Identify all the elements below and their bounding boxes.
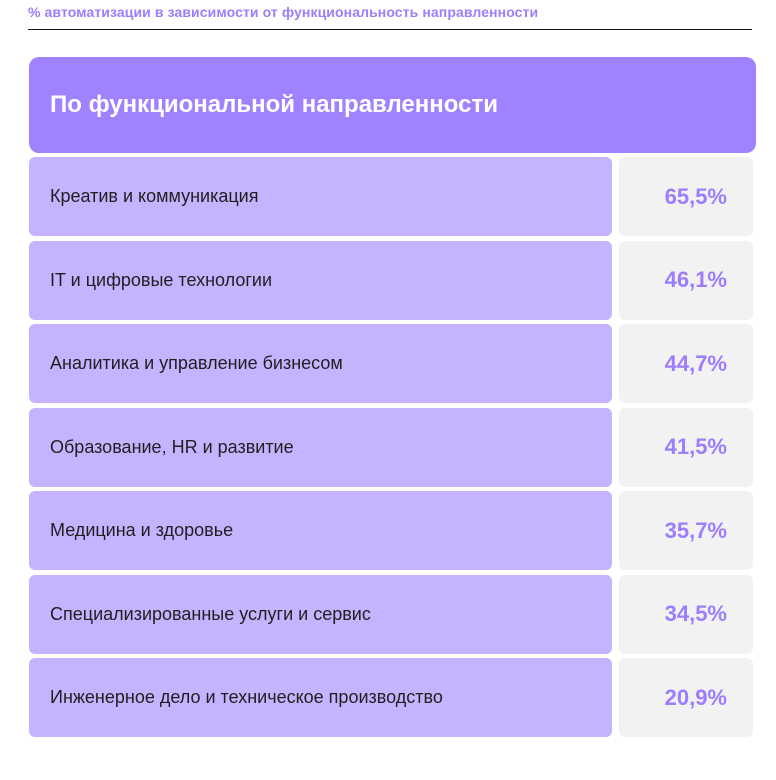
- table-header-title: По функциональной направленности: [50, 91, 498, 118]
- row-label-cell: Инженерное дело и техническое производст…: [29, 658, 612, 737]
- row-label-cell: Образование, HR и развитие: [29, 407, 612, 487]
- table-row: Инженерное дело и техническое производст…: [29, 658, 756, 737]
- row-value-cell: 34,5%: [619, 574, 753, 654]
- caption-divider: [28, 29, 752, 30]
- row-label-cell: Медицина и здоровье: [29, 491, 612, 570]
- row-label: Медицина и здоровье: [50, 520, 234, 540]
- row-label-cell: Креатив и коммуникация: [29, 157, 612, 236]
- table-row: Специализированные услуги и сервис 34,5%: [29, 574, 756, 654]
- table-header: По функциональной направленности: [29, 57, 756, 153]
- row-label: Специализированные услуги и сервис: [50, 603, 371, 624]
- row-value-cell: 41,5%: [619, 407, 753, 487]
- row-label: IT и цифровые технологии: [50, 269, 273, 290]
- row-value: 34,5%: [664, 601, 727, 626]
- row-label: Инженерное дело и техническое производст…: [50, 687, 443, 707]
- row-value: 41,5%: [664, 434, 727, 459]
- table-row: IT и цифровые технологии 46,1%: [29, 240, 756, 320]
- row-value: 46,1%: [664, 267, 727, 292]
- row-value-cell: 65,5%: [619, 157, 753, 236]
- row-value: 20,9%: [664, 684, 727, 710]
- row-value-cell: 20,9%: [619, 658, 753, 737]
- row-value: 44,7%: [664, 350, 727, 376]
- row-value-cell: 35,7%: [619, 491, 753, 570]
- row-value-cell: 46,1%: [619, 240, 753, 320]
- row-value: 65,5%: [664, 183, 727, 209]
- row-label-cell: IT и цифровые технологии: [29, 240, 612, 320]
- table-row: Медицина и здоровье 35,7%: [29, 491, 756, 570]
- row-label-cell: Аналитика и управление бизнесом: [29, 324, 612, 403]
- row-label: Аналитика и управление бизнесом: [50, 353, 343, 373]
- table-row: Образование, HR и развитие 41,5%: [29, 407, 756, 487]
- row-value: 35,7%: [664, 517, 727, 543]
- row-label: Креатив и коммуникация: [50, 186, 259, 206]
- chart-caption: % автоматизации в зависимости от функцио…: [28, 4, 539, 20]
- row-label-cell: Специализированные услуги и сервис: [29, 574, 612, 654]
- table-row: Креатив и коммуникация 65,5%: [29, 157, 756, 236]
- row-value-cell: 44,7%: [619, 324, 753, 403]
- row-label: Образование, HR и развитие: [50, 436, 294, 457]
- table-row: Аналитика и управление бизнесом 44,7%: [29, 324, 756, 403]
- table-body: Креатив и коммуникация 65,5% IT и цифров…: [29, 157, 756, 742]
